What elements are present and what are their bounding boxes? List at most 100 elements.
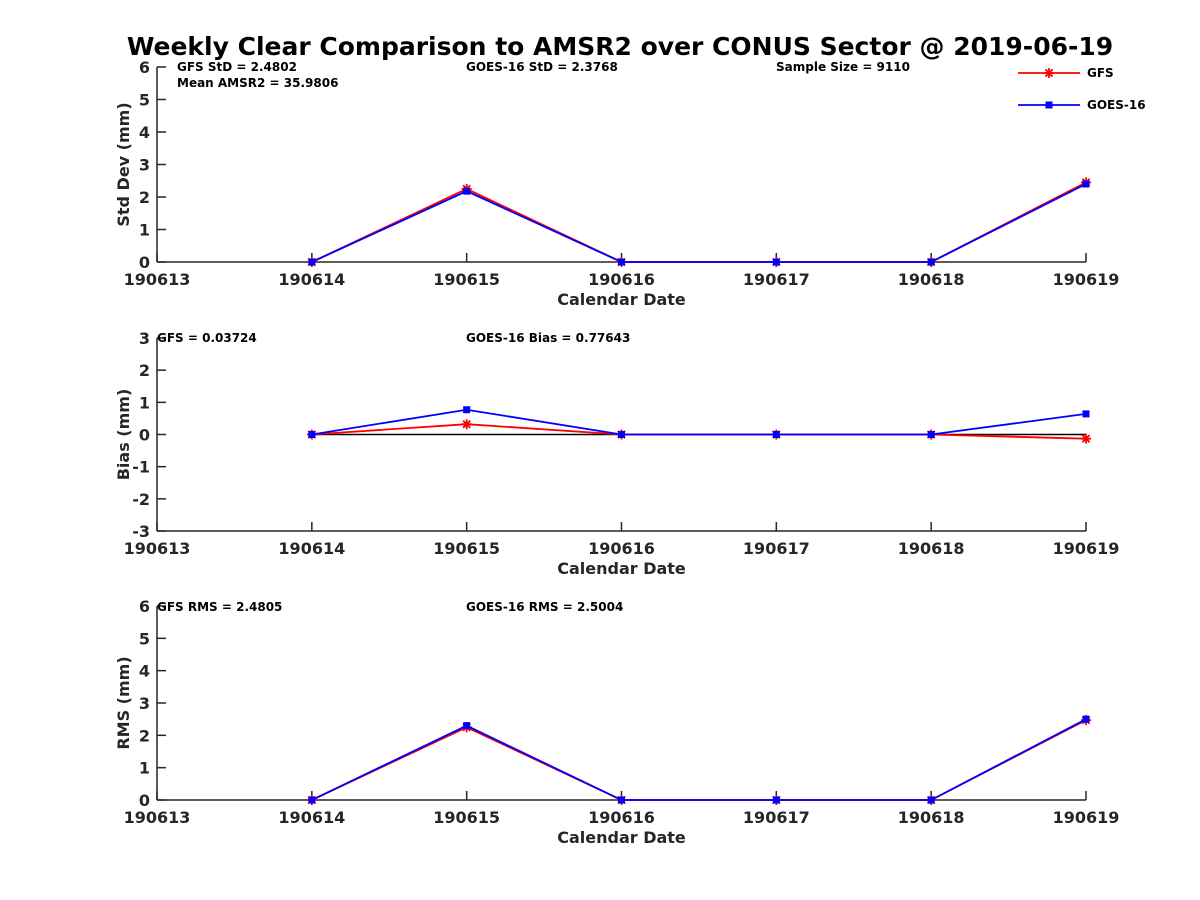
- data-point: [463, 406, 471, 414]
- y-tick-label: 2: [139, 726, 150, 745]
- series-goes-16: [308, 180, 1090, 266]
- x-tick-label: 190616: [588, 808, 655, 827]
- legend-marker: [1045, 101, 1053, 109]
- y-tick-label: 1: [139, 221, 150, 240]
- data-point: [1082, 180, 1090, 188]
- x-tick-label: 190614: [278, 270, 345, 289]
- y-tick-label: 3: [139, 156, 150, 175]
- legend-item-gfs: GFS: [1018, 66, 1114, 80]
- stat-annotation: GOES-16 RMS = 2.5004: [466, 600, 623, 614]
- y-tick-label: 0: [139, 426, 150, 445]
- y-tick-label: 5: [139, 91, 150, 110]
- y-tick-label: 0: [139, 253, 150, 272]
- x-tick-label: 190613: [124, 539, 191, 558]
- x-tick-label: 190619: [1053, 539, 1120, 558]
- x-axis-label: Calendar Date: [557, 828, 686, 847]
- series-goes-16: [308, 406, 1090, 438]
- data-point: [308, 431, 316, 438]
- y-tick-label: 1: [139, 393, 150, 412]
- data-point: [618, 258, 625, 266]
- legend-label: GOES-16: [1087, 98, 1146, 112]
- data-point: [618, 796, 625, 804]
- data-point: [308, 796, 316, 804]
- series-gfs: [306, 177, 1091, 267]
- x-tick-label: 190615: [433, 270, 500, 289]
- y-tick-label: 3: [139, 329, 150, 348]
- y-tick-label: 5: [139, 629, 150, 648]
- x-axis-label: Calendar Date: [557, 290, 686, 309]
- stat-annotation: GFS StD = 2.4802: [177, 60, 297, 74]
- y-axis-label: Std Dev (mm): [114, 102, 133, 226]
- y-tick-label: 3: [139, 694, 150, 713]
- series-gfs: [306, 419, 1091, 444]
- data-point: [463, 187, 471, 195]
- series-line: [311, 718, 1087, 801]
- chart-panel-1: 190613 190614 190615 190616 190617 190618 1906…: [114, 58, 1119, 309]
- legend: GFS GOES-16: [1018, 66, 1146, 112]
- x-tick-label: 190615: [433, 808, 500, 827]
- x-tick-label: 190618: [898, 270, 965, 289]
- stat-annotation: Mean AMSR2 = 35.9806: [177, 76, 338, 90]
- y-tick-label: 2: [139, 188, 150, 207]
- y-tick-label: 1: [139, 759, 150, 778]
- y-tick-label: -3: [132, 522, 150, 541]
- x-tick-label: 190617: [743, 539, 810, 558]
- x-tick-label: 190619: [1053, 808, 1120, 827]
- series-goes-16: [308, 715, 1090, 804]
- data-point: [1082, 715, 1090, 723]
- x-tick-label: 190618: [898, 539, 965, 558]
- y-tick-label: 4: [139, 662, 150, 681]
- series-line: [311, 183, 1087, 263]
- stat-annotation: Sample Size = 9110: [776, 60, 910, 74]
- x-tick-label: 190616: [588, 539, 655, 558]
- x-tick-label: 190614: [278, 808, 345, 827]
- y-axis-label: RMS (mm): [114, 656, 133, 749]
- data-point: [927, 258, 935, 266]
- data-point: [461, 419, 472, 430]
- x-tick-label: 190618: [898, 808, 965, 827]
- series-line: [311, 181, 1087, 263]
- series-line: [311, 423, 1087, 440]
- y-tick-label: 4: [139, 123, 150, 142]
- data-point: [308, 258, 316, 266]
- chart-panel-2: 190613 190614 190615 190616 190617 190618 1906…: [114, 329, 1119, 578]
- data-point: [463, 722, 471, 730]
- data-point: [1081, 433, 1091, 444]
- data-point: [1082, 410, 1090, 418]
- series-line: [311, 408, 1087, 436]
- series-gfs: [306, 715, 1091, 805]
- chart-panel-3: 190613 190614 190615 190616 190617 190618 1906…: [114, 597, 1119, 847]
- y-tick-label: -1: [132, 458, 150, 477]
- legend-item-goes-16: GOES-16: [1018, 98, 1146, 112]
- x-tick-label: 190614: [278, 539, 345, 558]
- data-point: [618, 431, 625, 438]
- x-tick-label: 190613: [124, 808, 191, 827]
- series-line: [311, 719, 1087, 801]
- x-tick-label: 190616: [588, 270, 655, 289]
- y-tick-label: -2: [132, 490, 150, 509]
- y-axis-label: Bias (mm): [114, 389, 133, 481]
- x-tick-label: 190619: [1053, 270, 1120, 289]
- stat-annotation: GOES-16 StD = 2.3768: [466, 60, 618, 74]
- x-tick-label: 190617: [743, 808, 810, 827]
- y-tick-label: 6: [139, 58, 150, 77]
- legend-marker: [1044, 68, 1054, 78]
- chart-title: Weekly Clear Comparison to AMSR2 over CO…: [127, 32, 1113, 61]
- stat-annotation: GOES-16 Bias = 0.77643: [466, 331, 630, 345]
- x-tick-label: 190615: [433, 539, 500, 558]
- legend-label: GFS: [1087, 66, 1114, 80]
- data-point: [772, 796, 780, 804]
- stat-annotation: GFS = 0.03724: [157, 331, 257, 345]
- y-tick-label: 0: [139, 791, 150, 810]
- data-point: [772, 431, 780, 438]
- y-tick-label: 6: [139, 597, 150, 616]
- x-tick-label: 190613: [124, 270, 191, 289]
- data-point: [772, 258, 780, 266]
- data-point: [927, 796, 935, 804]
- data-point: [927, 431, 935, 438]
- x-tick-label: 190617: [743, 270, 810, 289]
- x-axis-label: Calendar Date: [557, 559, 686, 578]
- stat-annotation: GFS RMS = 2.4805: [157, 600, 282, 614]
- y-tick-label: 2: [139, 361, 150, 380]
